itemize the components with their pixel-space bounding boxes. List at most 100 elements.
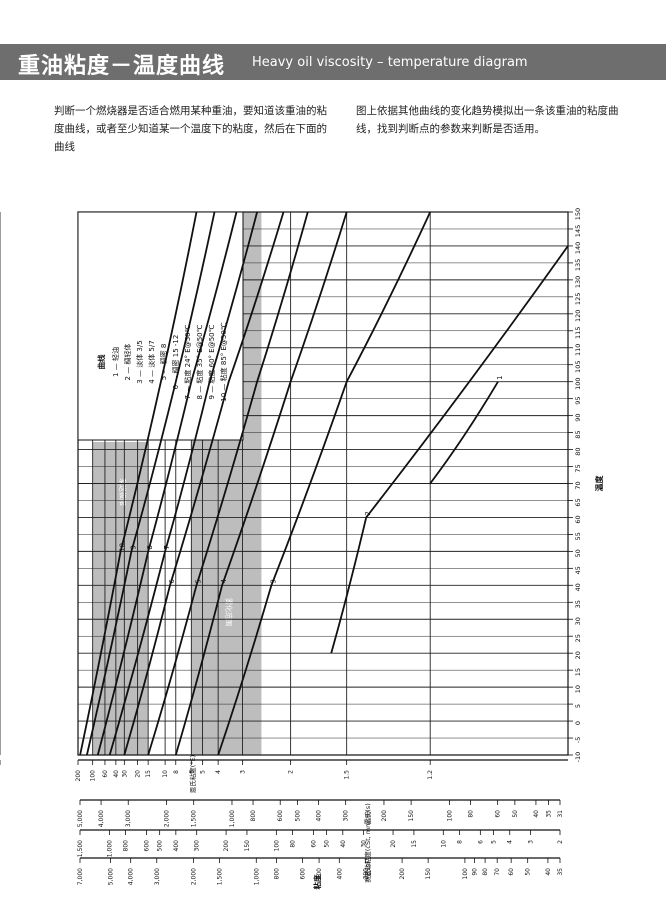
temperature-tick-label: 45: [574, 566, 582, 574]
legend-item: 6 — 稠密 15 -12: [171, 335, 180, 390]
temperature-tick-label: 80: [574, 447, 582, 455]
temperature-tick-label: 15: [574, 668, 582, 676]
legend-item: 2 — 稠轻体: [123, 344, 132, 381]
temperature-tick-label: 120: [574, 310, 582, 322]
page-subtitle: Heavy oil viscosity – temperature diagra…: [252, 55, 528, 70]
temperature-tick-label: 130: [574, 276, 582, 288]
scale-tick-label: 800: [123, 840, 130, 852]
scale-title: 雷氏(s): [363, 803, 372, 824]
scale-tick-label: 5,000: [107, 868, 114, 885]
scale-tick-label: 600: [143, 840, 150, 852]
scale-tick-label: 1,000: [253, 868, 260, 885]
curve-7: [108, 211, 258, 756]
scale-tick-label: 3: [239, 770, 246, 774]
legend-item: 4 — 淡体 5/7: [147, 340, 156, 383]
scale-tick-label: 800: [274, 868, 281, 880]
curve-label: 1: [496, 375, 504, 379]
intro-paragraph-left: 判断一个燃烧器是否适合燃用某种重油，要知道该重油的粘度曲线，或者至少知道某一个温…: [54, 105, 327, 153]
curve-label: 9: [129, 545, 137, 549]
curve-label: 5: [195, 579, 203, 583]
scale-tick-label: 50: [525, 868, 532, 876]
temperature-tick-label: 105: [574, 361, 582, 373]
scale-tick-label: 150: [408, 810, 415, 822]
scale-tick-label: 10: [440, 840, 447, 848]
curve-1: [429, 381, 499, 485]
temperature-tick-label: 20: [574, 651, 582, 659]
scale-tick-label: 15: [411, 840, 418, 848]
legend-item: 3 — 淡体 3/5: [135, 340, 144, 383]
temperature-tick-label: -5: [574, 737, 582, 743]
curve-label: 7: [163, 545, 171, 549]
scale-tick-label: 200: [381, 810, 388, 822]
scale-tick-label: 60: [310, 840, 317, 848]
temperature-tick-label: 5: [574, 704, 582, 708]
temperature-tick-label: 85: [574, 430, 582, 438]
scale-tick-label: 6: [477, 840, 484, 844]
legend-item: 9 — 粘度 60° E@50℃: [207, 324, 216, 399]
scale-tick-label: 20: [135, 770, 142, 778]
intro-paragraph-right: 图上依据其他曲线的变化趋势模拟出一条该重油的粘度曲线，找到判断点的参数来判断是否…: [356, 105, 619, 135]
scale-tick-label: 8: [456, 840, 463, 844]
scale-tick-label: 40: [113, 770, 120, 778]
scale-tick-label: 30: [121, 770, 128, 778]
curve-label: 3: [269, 579, 277, 583]
temperature-tick-label: 150: [574, 208, 582, 220]
scale-tick-label: 150: [425, 868, 432, 880]
scale-tick-label: 35: [557, 868, 564, 876]
temperature-tick-label: 145: [574, 225, 582, 237]
scale-tick-label: 150: [244, 840, 251, 852]
scale-tick-label: 200: [223, 840, 230, 852]
temperature-tick-label: 115: [574, 327, 582, 339]
scale-title: 赛氏(s): [363, 861, 372, 882]
scale-tick-label: 300: [194, 840, 201, 852]
scale-tick-label: 100: [90, 770, 97, 782]
curve-8: [96, 211, 238, 756]
legend-item: 1 — 轻油: [111, 347, 120, 377]
scale-tick-label: 400: [336, 868, 343, 880]
scale-tick-label: 1.5: [344, 770, 351, 780]
temperature-tick-label: 30: [574, 617, 582, 625]
scale-tick-label: 200: [75, 770, 82, 782]
scale-tick-label: 3,000: [125, 810, 132, 827]
scale-tick-label: 1,500: [191, 810, 198, 827]
scale-tick-label: 7,000: [77, 868, 84, 885]
scale-tick-label: 70: [494, 868, 501, 876]
legend-item: 8 — 粘度 35° E@50℃: [195, 324, 204, 399]
scale-tick-label: 60: [102, 770, 109, 778]
scale-tick-label: 4: [507, 840, 514, 844]
temperature-tick-label: 40: [574, 583, 582, 591]
scale-tick-label: 50: [512, 810, 519, 818]
scale-tick-label: 300: [362, 868, 369, 880]
scale-tick-label: 5: [200, 770, 207, 774]
legend-title: 曲线: [96, 354, 106, 369]
scale-tick-label: 90: [471, 868, 478, 876]
scale-tick-label: 300: [343, 810, 350, 822]
temperature-tick-label: 90: [574, 413, 582, 421]
temperature-tick-label: 125: [574, 293, 582, 305]
scale-tick-label: 500: [294, 810, 301, 822]
temperature-tick-label: 135: [574, 259, 582, 271]
scale-tick-label: 600: [300, 868, 307, 880]
scale-title: 运动粘度(cSt, mm²/s): [363, 811, 372, 877]
scale-tick-label: 400: [173, 840, 180, 852]
scale-tick-label: 500: [157, 840, 164, 852]
viscosity-axis-title: 粘度: [312, 874, 322, 890]
temperature-tick-label: 110: [574, 344, 582, 356]
curve-6: [123, 211, 285, 756]
temperature-tick-label: 75: [574, 464, 582, 472]
scale-tick-label: 600: [277, 810, 284, 822]
scale-tick-label: 10: [162, 770, 169, 778]
scale-tick-label: 1.2: [427, 770, 434, 780]
scale-tick-label: 3,000: [154, 868, 161, 885]
scale-tick-label: 5: [491, 840, 498, 844]
scale-tick-label: 2: [288, 770, 295, 774]
temperature-tick-label: -10: [574, 752, 582, 763]
scale-tick-label: 4,000: [98, 810, 105, 827]
scale-tick-label: 2: [557, 840, 564, 844]
curve-5: [147, 211, 309, 756]
legend-item: 10 — 粘度 85° E@50℃: [219, 322, 228, 402]
temperature-tick-label: 10: [574, 685, 582, 693]
scale-tick-label: 4: [215, 770, 222, 774]
legend-box: [77, 211, 244, 441]
